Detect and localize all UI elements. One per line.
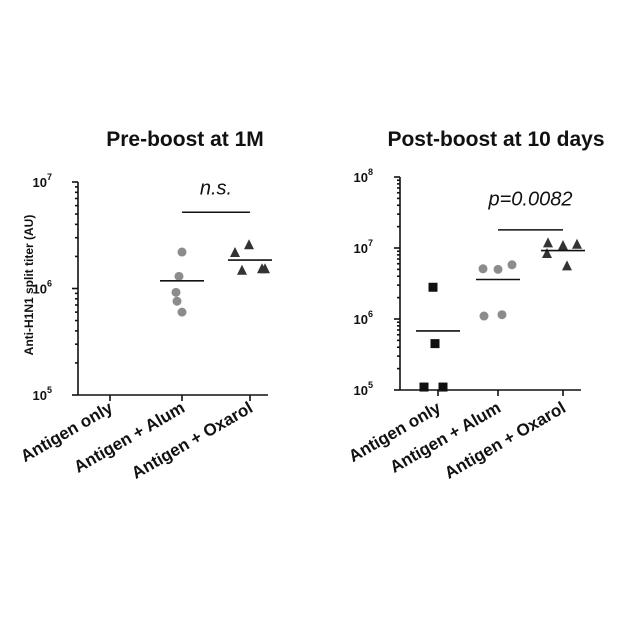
data-point-triangle [543,237,553,248]
x-tick-label: Antigen + Oxarol [441,398,569,483]
data-point-circle [177,247,187,257]
x-tick-label: Antigen + Oxarol [128,398,256,483]
significance-label: n.s. [200,178,232,200]
data-point-triangle [230,247,240,258]
data-point-triangle [237,264,247,275]
data-point-square [428,282,438,292]
y-tick-label: 106 [354,309,373,327]
data-point-circle [172,296,182,306]
y-tick-label: 108 [354,167,373,185]
y-tick-label: 107 [33,172,52,190]
y-tick-label: 105 [354,380,373,398]
data-point-triangle [572,238,582,249]
data-point-triangle [244,239,254,250]
y-axis-label: Anti-H1N1 split titer (AU) [22,215,36,356]
data-point-triangle [562,260,572,271]
data-point-triangle [257,263,267,274]
data-point-circle [479,311,489,321]
data-point-triangle [542,248,552,259]
data-point-circle [171,287,181,297]
y-tick-label: 106 [33,279,52,297]
data-point-square [419,382,429,392]
data-point-circle [497,310,507,320]
significance-label: p=0.0082 [488,188,573,210]
data-point-circle [478,264,488,274]
chart-title-1: Pre-boost at 1M [106,128,264,151]
data-point-square [430,339,440,349]
data-point-triangle [558,240,568,251]
y-tick-label: 107 [354,238,373,256]
data-point-circle [507,260,517,270]
data-point-circle [177,307,187,317]
chart-title-2: Post-boost at 10 days [387,128,604,151]
y-tick-label: 105 [33,385,52,403]
data-point-circle [174,271,184,281]
data-point-square [438,382,448,392]
data-point-circle [493,264,503,274]
